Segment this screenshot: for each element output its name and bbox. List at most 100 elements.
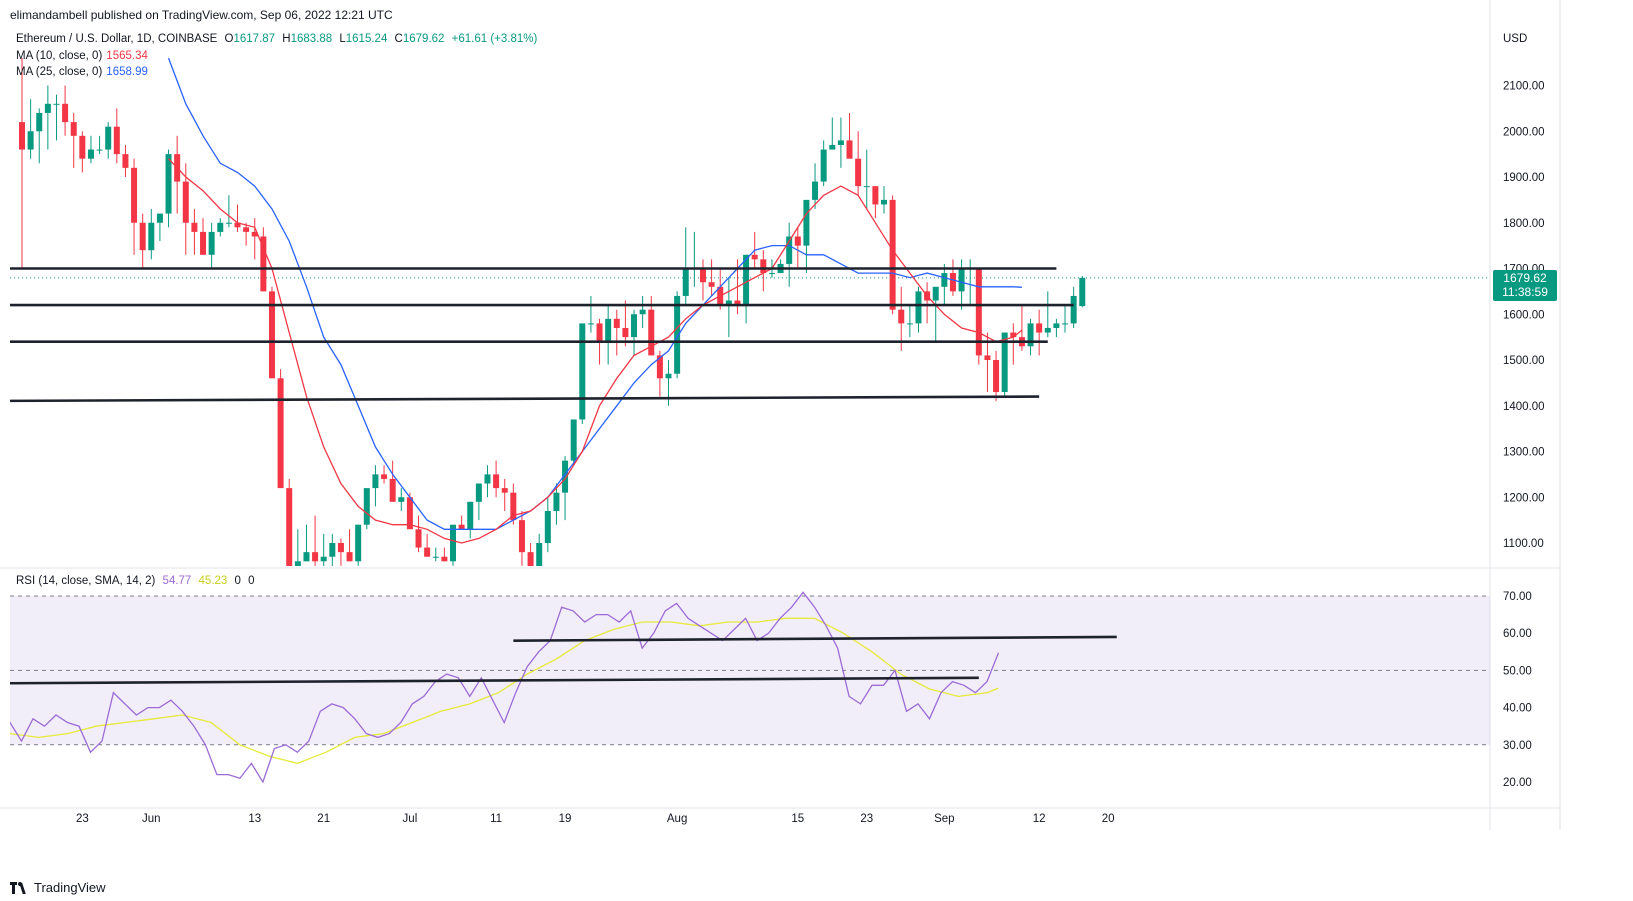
candle-body <box>96 149 103 151</box>
candle-body <box>260 236 267 292</box>
candle-body <box>768 273 775 275</box>
time-tick-label: 12 <box>1033 813 1046 825</box>
candle-body <box>1027 323 1034 347</box>
time-tick-label: Sep <box>934 813 954 825</box>
candle-body <box>906 323 913 325</box>
candle-body <box>381 474 388 479</box>
footer-brand[interactable]: TradingView <box>10 880 106 895</box>
price-tick-label: 1100.00 <box>1503 538 1544 550</box>
candle-body <box>829 144 836 150</box>
candle-body <box>536 543 543 566</box>
rsi-tick-label: 40.00 <box>1503 703 1532 715</box>
time-tick-label: 21 <box>317 813 330 825</box>
price-tick-label: 1500.00 <box>1503 355 1545 367</box>
candle-body <box>699 268 706 283</box>
candle-body <box>725 300 732 306</box>
candle-body <box>243 227 250 232</box>
candle-body <box>475 483 482 502</box>
candle-body <box>846 140 853 159</box>
time-tick-label: 23 <box>860 813 873 825</box>
ma25-value: 1658.99 <box>106 66 148 78</box>
candle-body <box>958 268 965 292</box>
open-value: 1617.87 <box>233 33 276 45</box>
candle-body <box>596 323 603 342</box>
candle-body <box>113 126 120 155</box>
candle-body <box>1044 327 1051 333</box>
candle-body <box>19 122 25 150</box>
candle-body <box>156 213 163 223</box>
candle-body <box>803 199 810 246</box>
price-tick-label: 1400.00 <box>1503 401 1545 413</box>
rsi-sma-value: 45.23 <box>198 575 228 587</box>
time-tick-label: Aug <box>667 813 687 825</box>
candle-body <box>1001 332 1008 393</box>
candle-body <box>1036 323 1043 333</box>
price-tick-label: 1800.00 <box>1503 218 1545 230</box>
low-value: 1615.24 <box>345 33 388 45</box>
ma25-label: MA (25, close, 0) <box>16 66 103 78</box>
candle-body <box>122 154 129 168</box>
candle-body <box>320 556 327 562</box>
symbol-legend[interactable]: Ethereum / U.S. Dollar, 1D, COINBASE O16… <box>16 33 537 45</box>
candle-body <box>527 552 534 566</box>
price-tick-label: 1200.00 <box>1503 492 1545 504</box>
ma10-legend[interactable]: MA (10, close, 0) 1565.34 <box>16 50 148 62</box>
candle-body <box>501 488 508 493</box>
candle-body <box>346 552 353 562</box>
currency-label: USD <box>1503 33 1527 45</box>
rsi-tick-label: 30.00 <box>1503 740 1532 752</box>
candle-body <box>579 323 586 420</box>
candle-body <box>915 291 922 324</box>
time-tick-label: Jul <box>403 813 418 825</box>
ma25-legend[interactable]: MA (25, close, 0) 1658.99 <box>16 66 148 78</box>
candle-body <box>734 300 741 306</box>
time-tick-label: 19 <box>559 813 572 825</box>
candle-body <box>562 460 569 493</box>
candle-body <box>889 199 896 310</box>
candle-body <box>881 199 887 205</box>
candle-body <box>467 501 474 530</box>
candle-body <box>27 131 34 150</box>
rsi-legend[interactable]: RSI (14, close, SMA, 14, 2) 54.77 45.23 … <box>16 575 255 587</box>
candle-body <box>656 355 663 379</box>
candle-body <box>639 309 646 315</box>
candle-body <box>131 167 138 223</box>
candle-body <box>458 524 465 530</box>
candle-body <box>277 378 284 489</box>
time-tick-label: Jun <box>142 813 161 825</box>
rsi-trend-line <box>10 676 979 685</box>
candle-body <box>363 488 370 525</box>
candle-body <box>148 222 155 251</box>
price-tick-label: 2100.00 <box>1503 81 1545 93</box>
candle-body <box>932 286 939 301</box>
candle-body <box>139 222 146 251</box>
candle-body <box>200 231 207 255</box>
candle-body <box>1070 295 1077 324</box>
rsi-tick-label: 70.00 <box>1503 591 1532 603</box>
candle-body <box>898 309 905 324</box>
close-value: 1679.62 <box>402 33 445 45</box>
open-label: O <box>224 33 234 45</box>
candle-body <box>36 112 43 132</box>
candle-body <box>182 181 189 223</box>
candle-body <box>812 181 819 200</box>
candle-body <box>622 327 629 338</box>
candle-body <box>484 474 491 484</box>
rsi-trend-line <box>513 635 1117 642</box>
candle-body <box>62 103 69 123</box>
candle-body <box>1010 332 1017 338</box>
candle-body <box>984 355 991 360</box>
candle-body <box>941 273 948 287</box>
candle-body <box>863 186 870 188</box>
candle-body <box>570 419 577 461</box>
price-tick-label: 1600.00 <box>1503 309 1545 321</box>
candle-body <box>337 543 344 553</box>
rsi-line <box>10 591 1000 784</box>
candle-body <box>1053 323 1060 328</box>
time-tick-label: 23 <box>76 813 89 825</box>
candle-body <box>1079 277 1086 307</box>
rsi-value: 54.77 <box>162 575 192 587</box>
rsi-sma-line <box>10 617 999 765</box>
candle-body <box>191 222 198 232</box>
